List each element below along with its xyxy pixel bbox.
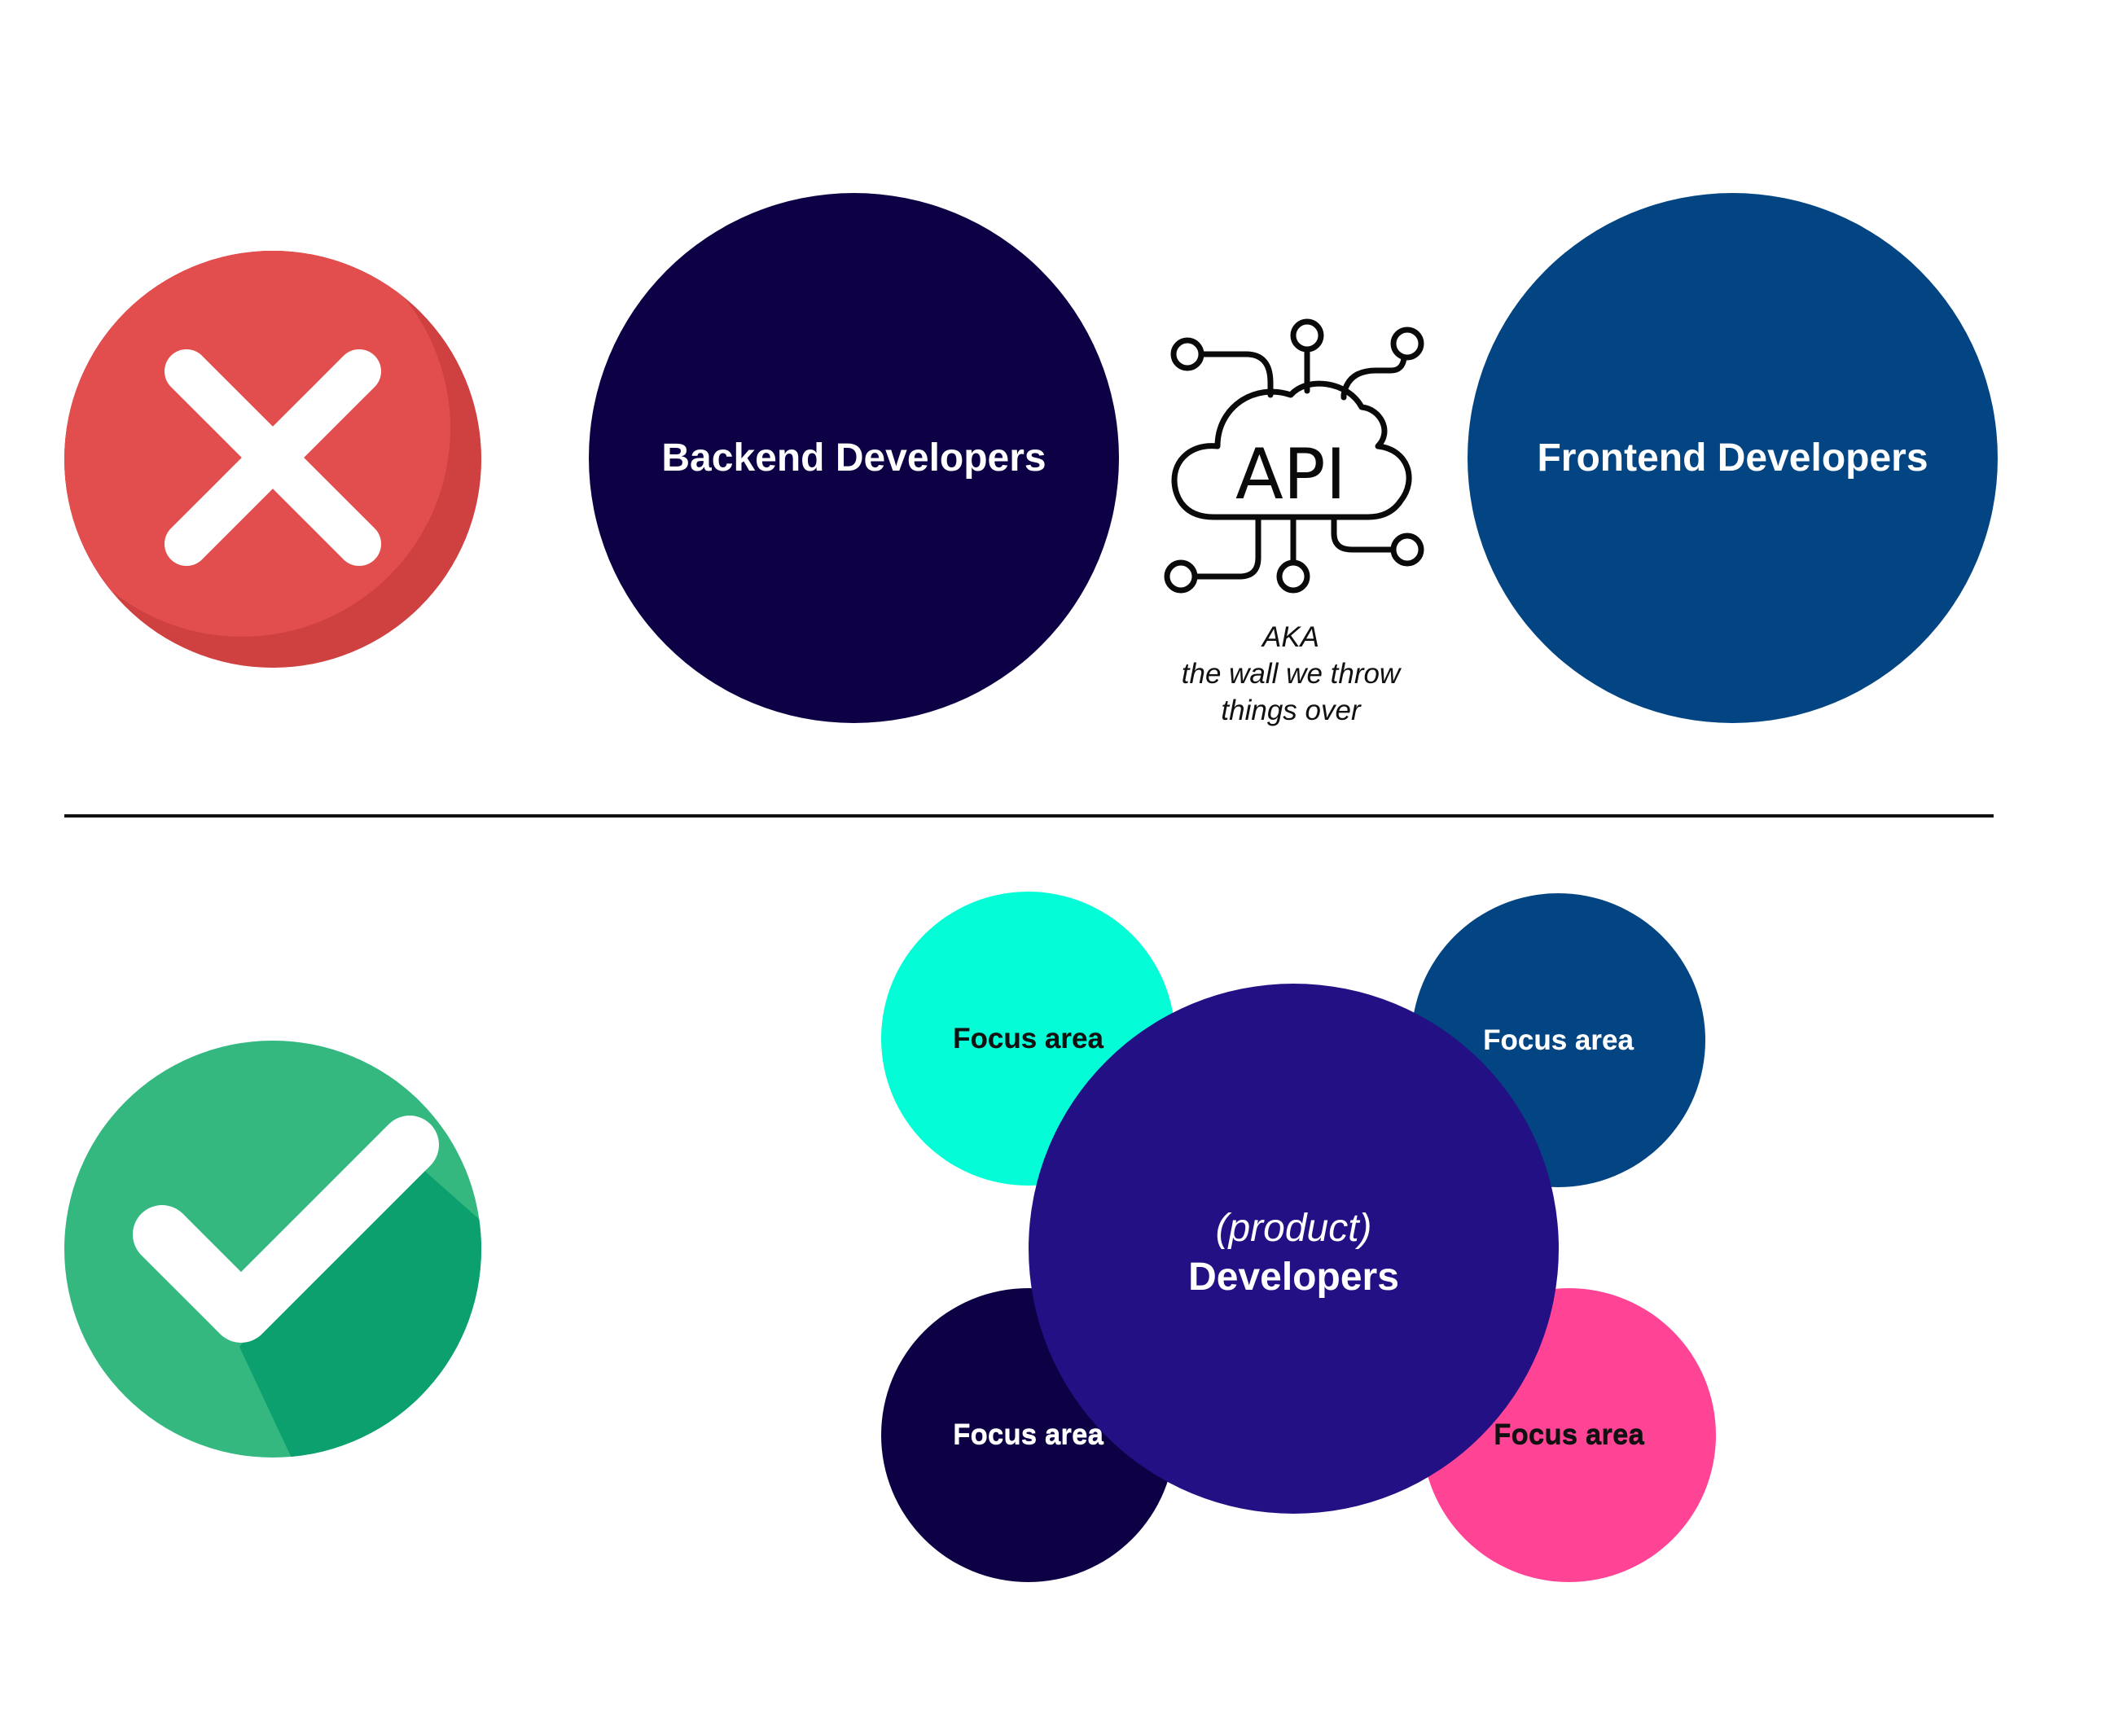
api-caption-line-3: things over bbox=[1221, 695, 1361, 726]
cross-icon bbox=[64, 251, 481, 668]
section-divider bbox=[64, 814, 1994, 818]
product-prefix-label: (product) bbox=[1215, 1206, 1372, 1250]
focus-area-label: Focus area bbox=[1483, 1024, 1634, 1056]
api-icon-text: API bbox=[1235, 434, 1346, 515]
focus-area-label-overlay-top-right: Focus area bbox=[1483, 1024, 1634, 1056]
cloud-api-icon: API bbox=[1164, 318, 1424, 594]
backend-developers-label: Backend Developers bbox=[661, 436, 1046, 480]
api-caption: AKA the wall we throw things over bbox=[1148, 619, 1433, 729]
focus-area-label: Focus area bbox=[953, 1022, 1103, 1054]
check-icon bbox=[64, 1041, 481, 1458]
developers-label: Developers bbox=[1188, 1255, 1399, 1299]
focus-area-label-overlay-top-left: Focus area bbox=[953, 1023, 1103, 1054]
backend-developers-circle: Backend Developers bbox=[589, 193, 1119, 723]
focus-area-label-overlay-bottom-left: Focus area bbox=[953, 1418, 1103, 1450]
api-caption-line-1: AKA bbox=[1261, 621, 1320, 653]
api-caption-line-2: the wall we throw bbox=[1181, 658, 1401, 690]
frontend-developers-circle: Frontend Developers bbox=[1468, 193, 1998, 723]
focus-area-label-overlay-bottom-right: Focus area bbox=[1494, 1418, 1644, 1450]
frontend-developers-label: Frontend Developers bbox=[1537, 436, 1928, 480]
focus-area-label: Focus area bbox=[953, 1418, 1103, 1451]
focus-area-label: Focus area bbox=[1494, 1418, 1644, 1451]
product-developers-circle: (product) Developers bbox=[1029, 984, 1559, 1514]
